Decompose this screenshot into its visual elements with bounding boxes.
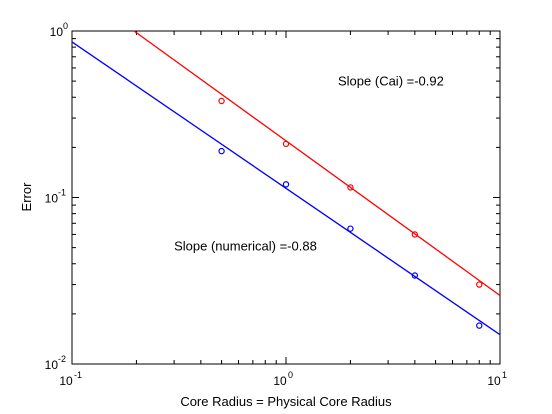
data-markers — [218, 97, 483, 329]
x-tick-label-base: 10 — [273, 374, 287, 388]
x-tick-label-exponent: 0 — [288, 370, 293, 380]
y-tick-label: 10 0 — [50, 21, 68, 39]
annotations: Slope (Cai) =-0.92 Slope (numerical) =-0.… — [174, 74, 444, 254]
data-point-1 — [218, 147, 225, 155]
data-point-1 — [282, 181, 290, 188]
tick-marks — [71, 30, 501, 365]
y-tick-label-exponent: 0 — [63, 21, 68, 31]
y-tick-label-base: 10 — [50, 25, 64, 39]
plot-area — [71, 30, 501, 365]
y-tick-label-base: 10 — [45, 358, 59, 372]
data-point-0 — [347, 184, 354, 191]
x-tick-label: 10 1 — [487, 370, 507, 388]
x-tick-label: 10 0 — [273, 370, 293, 388]
data-point-1 — [411, 272, 419, 279]
y-tick-label-exponent: -1 — [58, 188, 66, 198]
y-tick-label: 10 -2 — [45, 354, 66, 372]
x-axis-label: Core Radius = Physical Core Radius — [180, 394, 392, 409]
data-point-1 — [347, 225, 354, 232]
x-tick-label: 10 -1 — [59, 370, 82, 388]
data-point-0 — [411, 231, 419, 238]
annotation-text: Slope (Cai) =-0.92 — [338, 74, 444, 89]
y-tick-label-base: 10 — [45, 192, 59, 206]
fit-line-1 — [71, 41, 501, 336]
fit-lines — [71, 30, 501, 336]
data-point-0 — [282, 140, 290, 148]
data-point-1 — [476, 322, 483, 329]
x-tick-labels: 10 -1 10 0 10 1 — [59, 370, 507, 388]
x-tick-label-base: 10 — [59, 374, 73, 388]
x-tick-label-exponent: 1 — [502, 370, 507, 380]
annotation-text: Slope (numerical) =-0.88 — [174, 239, 317, 254]
data-point-0 — [218, 97, 225, 105]
y-tick-label: 10 -1 — [45, 188, 66, 206]
y-axis-label: Error — [19, 182, 34, 212]
fit-line-0 — [133, 30, 501, 296]
x-tick-label-exponent: -1 — [74, 370, 82, 380]
x-tick-label-base: 10 — [487, 374, 501, 388]
y-tick-label-exponent: -2 — [58, 354, 66, 364]
data-point-0 — [476, 281, 483, 288]
